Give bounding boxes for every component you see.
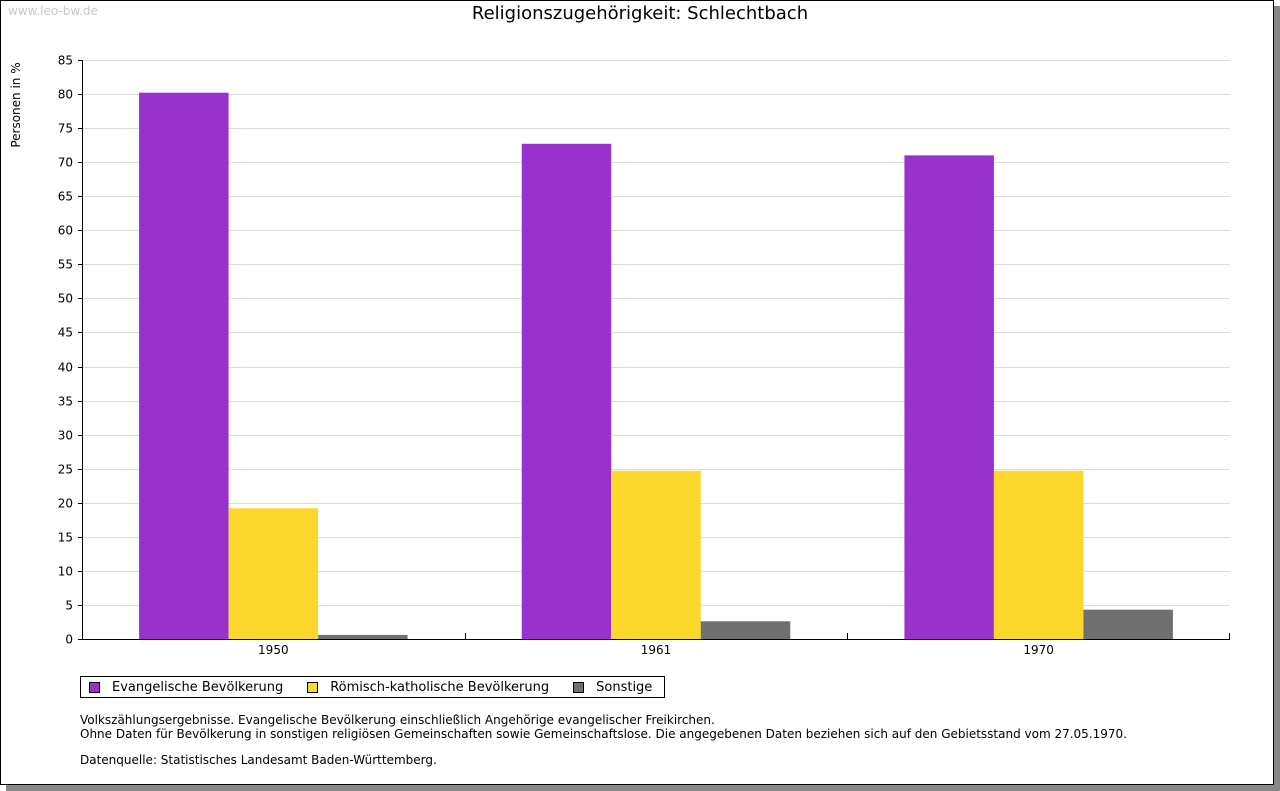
y-tick-label: 55	[58, 258, 73, 272]
note-line-1: Volkszählungsergebnisse. Evangelische Be…	[80, 713, 715, 727]
legend-item: Evangelische Bevölkerung	[89, 680, 283, 695]
y-tick-label: 10	[58, 565, 73, 579]
y-tick-label: 30	[58, 429, 73, 443]
bar-r-misch-katholische-bev-lkerung-1970	[993, 470, 1084, 639]
legend-label: Römisch-katholische Bevölkerung	[330, 679, 550, 695]
bar-sonstige-1950	[318, 634, 408, 639]
y-tick-label: 15	[58, 531, 73, 545]
y-tick-label: 0	[65, 633, 73, 647]
bar-evangelische-bev-lkerung-1970	[904, 155, 994, 640]
y-tick-label: 20	[58, 497, 73, 511]
legend-swatch	[307, 681, 319, 693]
x-tick-label: 1950	[258, 643, 289, 657]
legend-label: Evangelische Bevölkerung	[112, 679, 284, 695]
bar-evangelische-bev-lkerung-1950	[139, 92, 229, 639]
y-tick-label: 25	[58, 463, 73, 477]
bar-sonstige-1961	[700, 621, 791, 639]
y-tick-label: 70	[58, 156, 73, 170]
y-tick-label: 35	[58, 395, 73, 409]
x-tick-label: 1961	[641, 643, 672, 657]
bar-r-misch-katholische-bev-lkerung-1961	[611, 470, 701, 639]
bar-sonstige-1970	[1083, 609, 1173, 639]
frame-shadow-bottom	[6, 785, 1280, 791]
y-tick-label: 45	[58, 326, 73, 340]
legend-swatch	[573, 681, 585, 693]
y-tick-label: 5	[65, 599, 73, 613]
watermark: www.leo-bw.de	[8, 4, 98, 18]
chart-legend: Evangelische Bevölkerung Römisch-katholis…	[80, 676, 666, 698]
note-line-2: Ohne Daten für Bevölkerung in sonstigen …	[80, 727, 1127, 741]
legend-item: Sonstige	[573, 680, 652, 695]
x-tick-label: 1970	[1023, 643, 1054, 657]
data-source: Datenquelle: Statistisches Landesamt Bad…	[80, 753, 437, 767]
y-tick-label: 40	[58, 361, 73, 375]
y-tick-label: 65	[58, 190, 73, 204]
y-tick-label: 80	[58, 88, 73, 102]
y-tick-label: 50	[58, 292, 73, 306]
y-tick-label: 85	[58, 54, 73, 68]
legend-item: Römisch-katholische Bevölkerung	[307, 680, 549, 695]
legend-swatch	[89, 681, 100, 693]
frame-shadow-right	[1274, 6, 1280, 791]
legend-label: Sonstige	[596, 679, 653, 695]
bar-r-misch-katholische-bev-lkerung-1950	[228, 508, 319, 639]
bar-evangelische-bev-lkerung-1961	[521, 143, 612, 639]
chart-title: Religionszugehörigkeit: Schlechtbach	[471, 3, 809, 24]
y-tick-label: 60	[58, 224, 73, 238]
y-tick-label: 75	[58, 122, 73, 136]
